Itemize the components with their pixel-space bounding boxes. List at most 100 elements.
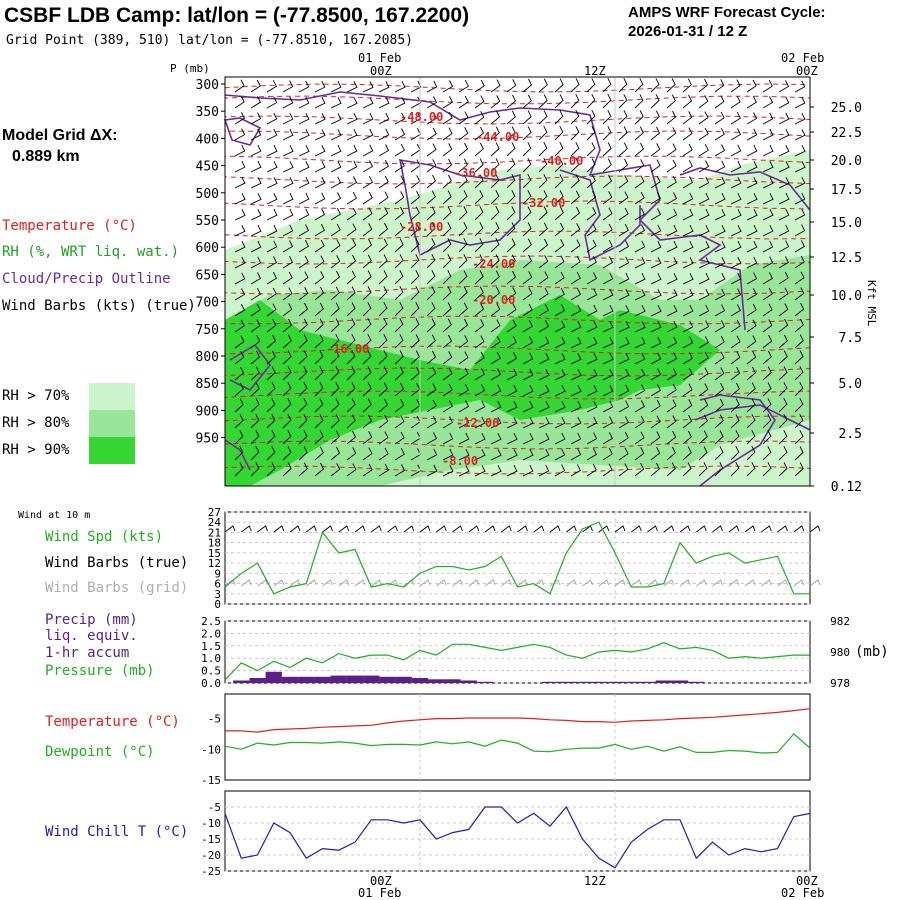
wind-barb (410, 238, 420, 253)
windchill-label: Wind Chill T (°C) (45, 824, 189, 840)
wind-barb (426, 448, 438, 461)
dewpoint-line (224, 733, 811, 754)
wind-barb (666, 94, 676, 109)
cloud-precip-outline (679, 167, 811, 211)
wind-barb (330, 223, 341, 237)
wind-barb (666, 336, 678, 349)
wind-barb (730, 209, 742, 221)
wind-barb (650, 289, 662, 301)
wind-barb (442, 318, 452, 333)
wind-barb (474, 319, 485, 333)
wind-barb (730, 414, 740, 429)
wind-barb (746, 462, 756, 477)
wind-barb (730, 351, 741, 365)
wind-barb (778, 80, 790, 93)
wind-barb (442, 432, 454, 445)
wind-barb (330, 129, 342, 141)
wind-barb (426, 206, 436, 221)
wind-barb-true (338, 525, 350, 533)
wind-barb (730, 445, 740, 461)
wind-barb-true (354, 525, 366, 533)
wind-barb (266, 240, 278, 253)
wind-barb (586, 288, 598, 301)
wind-barb (490, 110, 501, 125)
wind-barb (570, 353, 582, 365)
wind-barb (426, 111, 437, 125)
wind-barb (602, 93, 612, 109)
wind-barb-true (241, 525, 252, 533)
wind-barb (394, 112, 406, 125)
windchill-panel-frame (224, 790, 811, 872)
wind-barb (538, 206, 548, 221)
wind-barb (506, 449, 518, 461)
wind-barb (730, 304, 741, 317)
wind-barb (378, 175, 389, 189)
wind-barb (314, 80, 326, 93)
wind-barb (586, 384, 598, 397)
wind-barb-grid (371, 579, 382, 587)
model-grid-value: 0.889 km (12, 148, 80, 165)
wind-barb (490, 319, 501, 333)
wind-barb (474, 270, 484, 285)
wind-barb (394, 143, 405, 157)
wind-barb (602, 432, 613, 445)
wind-barb (394, 222, 404, 237)
wind-barb (266, 96, 278, 109)
wind-barb (570, 271, 581, 285)
temperature-contour (224, 83, 811, 93)
wind-barb (330, 349, 340, 365)
wind-barb (602, 207, 613, 221)
wind-barb-true (696, 525, 707, 533)
wind-barb (778, 303, 789, 317)
wind-barb (314, 129, 326, 141)
wind-barb (330, 97, 342, 109)
wind-barb (666, 304, 678, 317)
wind-barb (698, 143, 709, 157)
wind-barb (538, 110, 548, 125)
wind-barb (458, 335, 469, 349)
wind-barb (730, 382, 740, 397)
wind-barb (554, 78, 564, 93)
wind-barb (394, 128, 406, 141)
wind-barb (410, 464, 422, 477)
wind-barb (298, 239, 309, 253)
wind-barb (458, 367, 469, 381)
wind-barb (634, 191, 645, 205)
precip-bar (428, 679, 445, 683)
wind-barb (458, 254, 468, 269)
cloud-precip-outline (224, 439, 251, 471)
wind-barb (730, 430, 740, 445)
pressure-label: Pressure (mb) (45, 663, 155, 679)
temperature-contour (224, 155, 811, 165)
wind-barb (250, 112, 262, 125)
wind-barb (426, 318, 436, 333)
pressure-tick-label: 980 (830, 646, 850, 659)
wind-barb (378, 463, 389, 477)
wind-barb (282, 224, 294, 237)
wind-barb (442, 399, 453, 413)
wind-barb (666, 289, 678, 301)
wind-barb (266, 193, 278, 205)
wind-barb (362, 112, 374, 125)
wind-barb (666, 273, 678, 285)
wind-barb (698, 111, 709, 125)
wind-barb (618, 288, 630, 301)
wind-barb (522, 222, 532, 237)
wind-barb (266, 177, 278, 189)
precip-bar (233, 680, 250, 683)
wind-barb-true (679, 525, 691, 533)
wind-barb (682, 430, 692, 445)
wind-barb (570, 190, 580, 205)
wind-barb (666, 446, 676, 461)
wind-barb (618, 77, 628, 93)
cloud-precip-outline (694, 404, 811, 431)
wind-barb (330, 207, 341, 221)
wind-barb (618, 272, 630, 285)
wind-barb (746, 209, 758, 221)
wind-barb (522, 238, 532, 253)
wind-barb (634, 368, 646, 381)
wind-barb (298, 271, 309, 285)
wind-barb (586, 353, 598, 365)
wind-barb (330, 239, 341, 253)
wind-barb (362, 317, 372, 333)
